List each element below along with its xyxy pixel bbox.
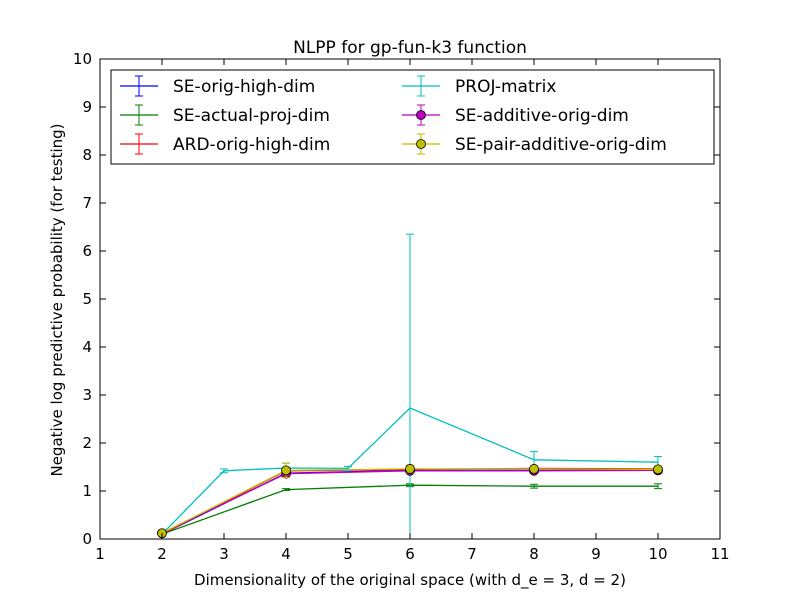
x-axis-label: Dimensionality of the original space (wi… [194,571,626,590]
y-tick-label: 5 [82,290,92,308]
y-tick-label: 6 [82,242,92,260]
x-tick-label: 8 [529,545,539,563]
x-tick-label: 7 [467,545,477,563]
y-tick-label: 0 [82,530,92,548]
data-point [653,464,663,475]
y-tick-label: 9 [82,98,92,116]
chart-title: NLPP for gp-fun-k3 function [293,38,527,58]
legend-item-4: SE-additive-orig-dim [402,104,629,126]
x-tick-label: 6 [405,545,415,563]
legend-label: ARD-orig-high-dim [173,135,330,155]
legend-box [110,69,715,165]
y-axis-label: Negative log predictive probability (for… [48,123,66,476]
x-tick-label: 5 [343,545,353,563]
legend-item-5: SE-pair-additive-orig-dim [402,133,667,155]
legend: SE-orig-high-dim SE-actual-proj-dim ARD-or… [110,69,715,165]
legend-item-2: ARD-orig-high-dim [120,133,330,155]
y-tick-label: 7 [82,194,92,212]
legend-item-1: SE-actual-proj-dim [120,104,330,126]
x-tick-label: 9 [591,545,601,563]
legend-label: PROJ-matrix [455,77,556,97]
data-point [405,464,415,474]
legend-marker [416,110,426,120]
y-tick-label: 3 [82,386,92,404]
legend-marker [416,139,426,149]
legend-label: SE-orig-high-dim [173,77,315,97]
x-tick-label: 3 [219,545,229,563]
y-tick-label: 2 [82,434,92,452]
y-tick-label: 10 [73,50,92,68]
legend-label: SE-actual-proj-dim [173,106,330,126]
legend-label: SE-pair-additive-orig-dim [455,135,667,155]
data-point [529,464,539,474]
x-tick-label: 11 [710,545,729,563]
legend-item-3: PROJ-matrix [402,75,556,97]
legend-item-0: SE-orig-high-dim [120,75,315,97]
data-point [281,465,291,476]
y-tick-label: 1 [82,482,92,500]
legend-label: SE-additive-orig-dim [455,106,629,126]
x-tick-label: 2 [157,545,167,563]
x-tick-label: 10 [648,545,667,563]
x-tick-label: 4 [281,545,291,563]
y-tick-label: 8 [82,146,92,164]
series-5 [157,462,663,539]
x-tick-label: 1 [95,545,105,563]
y-tick-label: 4 [82,338,92,356]
